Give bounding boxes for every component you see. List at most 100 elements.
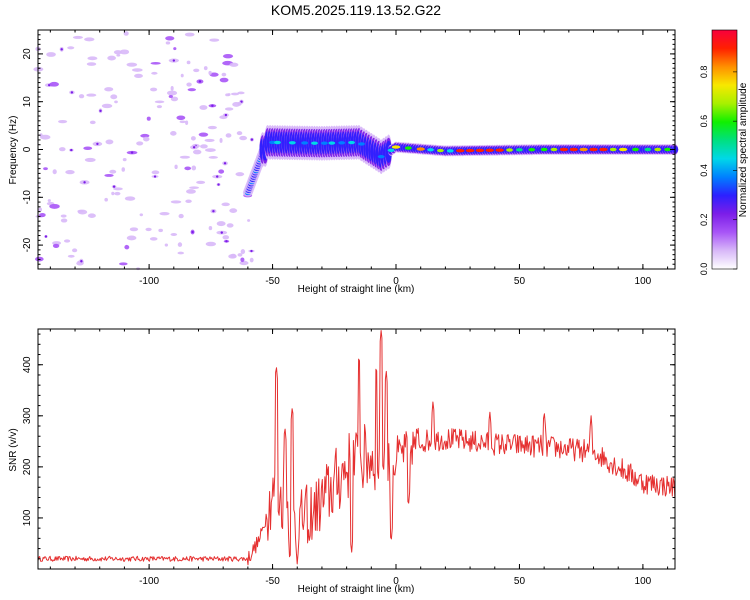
noise-core (224, 113, 228, 117)
noise-blob (150, 87, 158, 92)
noise-blob (198, 132, 209, 137)
noise-core (96, 142, 99, 146)
noise-blob (170, 233, 178, 236)
noise-core (220, 231, 223, 234)
noise-blob (143, 136, 150, 142)
noise-blob (239, 135, 248, 141)
noise-core (70, 148, 73, 152)
noise-blob (235, 172, 245, 177)
snr-xtick-label: -100 (139, 576, 159, 587)
noise-blob (228, 254, 237, 259)
noise-blob (225, 133, 232, 138)
noise-blob (149, 237, 158, 241)
noise-blob (104, 174, 114, 177)
noise-blob (177, 251, 185, 255)
noise-blob (208, 156, 218, 159)
noise-blob (170, 85, 174, 91)
noise-blob (151, 71, 158, 75)
noise-blob (189, 186, 199, 190)
noise-blob (236, 131, 243, 136)
colorbar-label: Normalized spectral amplitude (738, 82, 749, 217)
noise-blob (116, 53, 121, 57)
noise-blob (124, 244, 130, 250)
spectrogram-marks (33, 31, 679, 271)
colorbar: 0.0 0.2 0.4 0.6 0.8 Normalized spectral ampl… (699, 29, 749, 275)
noise-blob (151, 170, 160, 175)
noise-core (172, 59, 176, 62)
band-hotspot (269, 140, 276, 145)
noise-blob (83, 146, 93, 150)
snr-ytick-label: 400 (22, 356, 33, 373)
snr-ytick-label: 300 (22, 407, 33, 424)
noise-blob (208, 226, 213, 231)
noise-core (250, 249, 253, 253)
noise-blob (170, 96, 179, 102)
band-hotspot (632, 147, 639, 152)
noise-blob (205, 241, 217, 247)
snr-xtick-label: 50 (514, 576, 526, 587)
band-hotspot (437, 148, 444, 153)
noise-blob (59, 147, 66, 152)
noise-core (225, 240, 228, 243)
noise-core (191, 230, 194, 234)
band-hotspot (404, 146, 412, 150)
noise-blob (221, 72, 227, 77)
noise-blob (38, 207, 43, 212)
noise-blob (63, 239, 71, 243)
noise-blob (186, 82, 192, 87)
noise-blob (200, 144, 208, 149)
noise-blob (165, 36, 175, 41)
noise-blob (185, 120, 189, 125)
noise-blob (170, 131, 177, 136)
band-hotspot (328, 141, 336, 145)
noise-blob (190, 136, 196, 141)
noise-blob (193, 68, 200, 73)
figure-title: KOM5.2025.119.13.52.G22 (271, 2, 441, 18)
noise-blob (170, 200, 182, 204)
snr-ylabel: SNR (v/v) (8, 428, 19, 471)
band-hotspot (348, 140, 355, 145)
band-hotspot (559, 147, 569, 152)
noise-blob (173, 47, 177, 51)
noise-blob (224, 107, 234, 111)
band-hotspot (274, 140, 281, 145)
noise-blob (154, 100, 165, 104)
noise-core (60, 48, 63, 51)
noise-blob (104, 87, 114, 92)
noise-blob (87, 213, 96, 218)
noise-blob (77, 209, 84, 213)
spectrogram-xlabel: Height of straight line (km) (298, 284, 415, 295)
noise-blob (52, 169, 57, 175)
snr-ytick-label: 200 (22, 458, 33, 475)
noise-core (198, 80, 202, 83)
noise-blob (208, 70, 212, 75)
band-hotspot (550, 147, 558, 152)
band-hotspot (358, 142, 365, 146)
band-hotspot (455, 149, 465, 153)
noise-blob (146, 116, 151, 121)
noise-blob (240, 257, 245, 263)
band-hotspot (475, 148, 485, 153)
noise-core (223, 162, 227, 165)
noise-core (99, 109, 102, 113)
spec-xtick-label: 0 (393, 276, 399, 287)
colorbar-gradient (712, 30, 737, 269)
noise-blob (65, 170, 75, 175)
noise-blob (67, 254, 75, 258)
snr-xlabel: Height of straight line (km) (298, 584, 415, 595)
noise-blob (60, 218, 68, 223)
noise-core (44, 235, 48, 238)
noise-blob (136, 141, 144, 146)
noise-blob (184, 166, 192, 171)
noise-blob (247, 219, 251, 222)
band-hotspot (579, 147, 588, 152)
band-hotspot (599, 147, 608, 152)
noise-core (211, 104, 214, 107)
noise-blob (164, 243, 169, 247)
spec-ytick-label: 0 (22, 146, 33, 152)
noise-blob (119, 262, 128, 266)
noise-blob (180, 73, 184, 78)
noise-blob (78, 94, 85, 99)
band-hotspot (589, 147, 598, 152)
